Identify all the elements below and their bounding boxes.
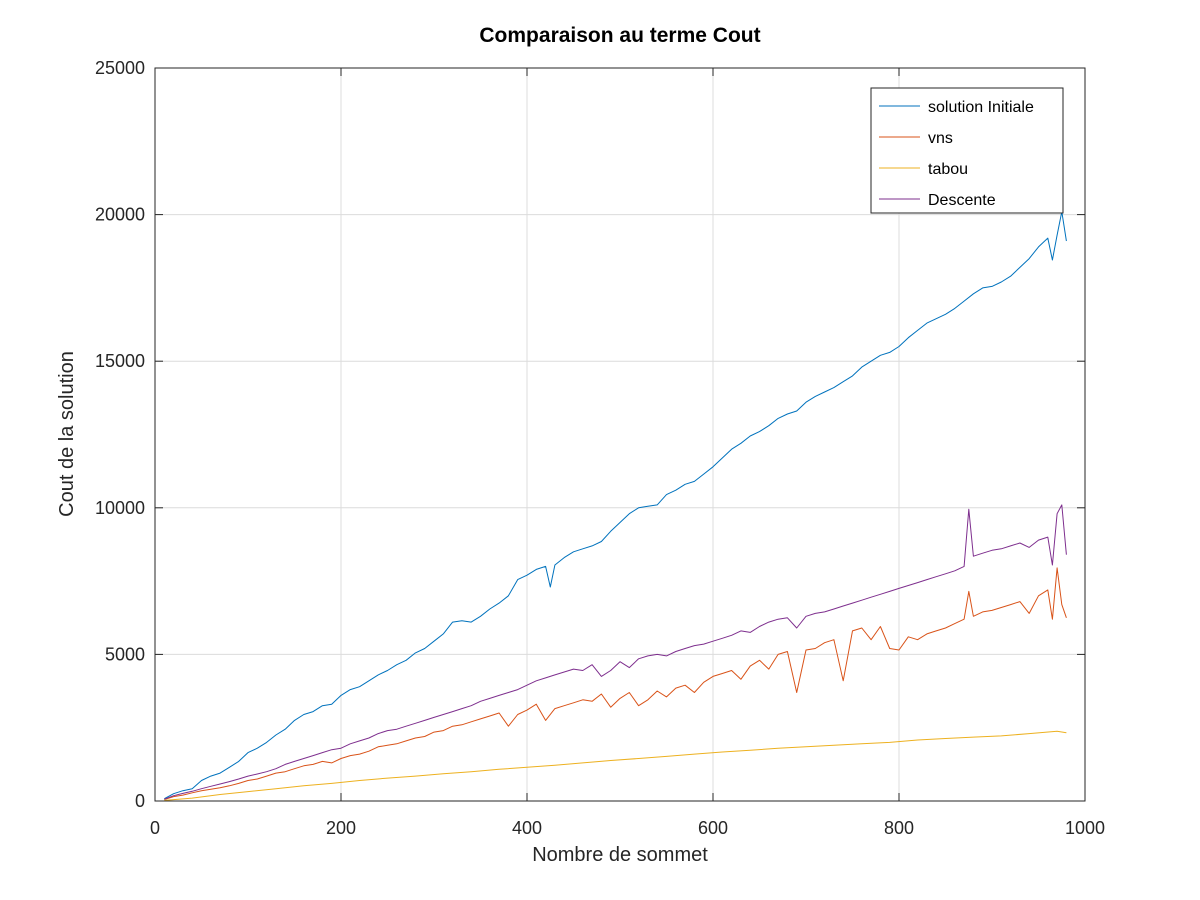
legend-label-solution-initiale: solution Initiale xyxy=(928,99,1034,116)
y-tick-label: 25000 xyxy=(95,58,145,78)
x-tick-label: 400 xyxy=(512,818,542,838)
series-layer xyxy=(164,211,1067,801)
series-line-solution-initiale xyxy=(164,211,1067,800)
x-tick-label: 0 xyxy=(150,818,160,838)
x-tick-label: 200 xyxy=(326,818,356,838)
series-line-tabou xyxy=(164,730,1067,801)
legend-label-descente: Descente xyxy=(928,192,996,209)
y-tick-label: 10000 xyxy=(95,498,145,518)
y-tick-label: 15000 xyxy=(95,351,145,371)
legend: solution Initiale vns tabou Descente xyxy=(870,87,1064,214)
x-tick-label: 1000 xyxy=(1065,818,1105,838)
y-tick-label: 20000 xyxy=(95,205,145,225)
y-tick-label: 5000 xyxy=(105,644,145,664)
legend-label-vns: vns xyxy=(928,130,953,147)
x-tick-label: 800 xyxy=(884,818,914,838)
chart-title: Comparaison au terme Cout xyxy=(479,24,760,47)
plot-area-frame xyxy=(154,67,1086,802)
y-axis-label: Cout de la solution xyxy=(56,351,78,517)
series-line-descente xyxy=(164,504,1067,800)
tick-layer: 0 200 400 600 800 100005000100001500020000250… xyxy=(95,58,1105,838)
legend-box xyxy=(870,87,1064,214)
series-line-vns xyxy=(164,567,1067,800)
legend-label-tabou: tabou xyxy=(928,161,968,178)
x-axis-label: Nombre de sommet xyxy=(532,844,708,866)
x-tick-label: 600 xyxy=(698,818,728,838)
y-tick-label: 0 xyxy=(135,791,145,811)
